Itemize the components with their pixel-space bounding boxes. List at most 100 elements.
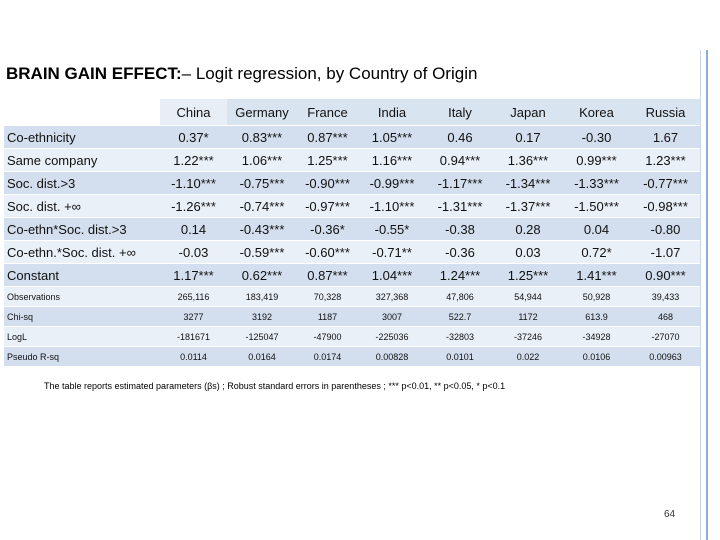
column-header: India — [358, 99, 426, 125]
header-corner — [4, 99, 160, 125]
table-cell: 0.83*** — [227, 126, 297, 148]
table-cell: -0.74*** — [227, 195, 297, 217]
table-cell: 1.22*** — [160, 149, 227, 171]
column-header: Russia — [631, 99, 700, 125]
slide-title-rest: – Logit regression, by Country of Origin — [181, 64, 478, 83]
table-note: The table reports estimated parameters (… — [44, 381, 506, 391]
table-row: Observations 265,116 183,419 70,328 327,368 4… — [4, 287, 700, 306]
table-cell: 327,368 — [358, 287, 426, 306]
row-label: Co-ethn*Soc. dist.>3 — [4, 218, 160, 240]
slide-title: BRAIN GAIN EFFECT:– Logit regression, by… — [6, 64, 477, 84]
table-cell: -181671 — [160, 327, 227, 346]
table-cell: -0.36 — [426, 241, 494, 263]
table-cell: 1.25*** — [297, 149, 358, 171]
column-header: Germany — [227, 99, 297, 125]
table-cell: 0.03 — [494, 241, 562, 263]
table-cell: -0.75*** — [227, 172, 297, 194]
table-cell: 3277 — [160, 307, 227, 326]
table-cell: 0.0174 — [297, 347, 358, 366]
row-label: Soc. dist. +∞ — [4, 195, 160, 217]
table-cell: 0.00828 — [358, 347, 426, 366]
table-cell: 1.04*** — [358, 264, 426, 286]
table-cell: 70,328 — [297, 287, 358, 306]
table-cell: 0.17 — [494, 126, 562, 148]
table-cell: 0.87*** — [297, 126, 358, 148]
table-cell: 1.67 — [631, 126, 700, 148]
table-cell: 1187 — [297, 307, 358, 326]
row-label: Chi-sq — [4, 307, 160, 326]
table-cell: -1.31*** — [426, 195, 494, 217]
slide-border — [706, 50, 708, 540]
table-row: LogL -181671 -125047 -47900 -225036 -32803 -37… — [4, 327, 700, 346]
table-row: Soc. dist. +∞ -1.26*** -0.74*** -0.97*** -1.… — [4, 195, 700, 217]
column-header: France — [297, 99, 358, 125]
table-cell: -1.10*** — [358, 195, 426, 217]
table-cell: 3007 — [358, 307, 426, 326]
table-cell: 265,116 — [160, 287, 227, 306]
table-cell: 0.0164 — [227, 347, 297, 366]
table-cell: 183,419 — [227, 287, 297, 306]
table-cell: -125047 — [227, 327, 297, 346]
table-cell: 0.022 — [494, 347, 562, 366]
table-cell: 0.94*** — [426, 149, 494, 171]
top-band — [0, 0, 720, 52]
table-cell: -0.80 — [631, 218, 700, 240]
row-label: LogL — [4, 327, 160, 346]
table-cell: -0.77*** — [631, 172, 700, 194]
table-row: Co-ethn*Soc. dist.>3 0.14 -0.43*** -0.36* -0… — [4, 218, 700, 240]
table-cell: -32803 — [426, 327, 494, 346]
table-cell: 47,806 — [426, 287, 494, 306]
column-header: Korea — [562, 99, 631, 125]
table-cell: -0.90*** — [297, 172, 358, 194]
table-cell: -225036 — [358, 327, 426, 346]
row-label: Soc. dist.>3 — [4, 172, 160, 194]
regression-table: China Germany France India Italy Japan K… — [4, 98, 700, 367]
table-cell: 0.04 — [562, 218, 631, 240]
table-row: Pseudo R-sq 0.0114 0.0164 0.0174 0.00828 0.01… — [4, 347, 700, 366]
table-cell: 0.0106 — [562, 347, 631, 366]
table-cell: 0.0114 — [160, 347, 227, 366]
table-row: Chi-sq 3277 3192 1187 3007 522.7 1172 613.9 468 — [4, 307, 700, 326]
table-cell: 0.90*** — [631, 264, 700, 286]
table-cell: 50,928 — [562, 287, 631, 306]
table-row: Constant 1.17*** 0.62*** 0.87*** 1.04*** 1.24… — [4, 264, 700, 286]
table-cell: -0.36* — [297, 218, 358, 240]
table-cell: -0.99*** — [358, 172, 426, 194]
table-cell: -0.59*** — [227, 241, 297, 263]
row-label: Pseudo R-sq — [4, 347, 160, 366]
table-cell: 0.37* — [160, 126, 227, 148]
table-cell: 613.9 — [562, 307, 631, 326]
table-cell: 0.72* — [562, 241, 631, 263]
page-number: 64 — [664, 509, 676, 520]
column-header: China — [160, 99, 227, 125]
row-label: Observations — [4, 287, 160, 306]
table-cell: -1.33*** — [562, 172, 631, 194]
table-cell: -1.34*** — [494, 172, 562, 194]
table-cell: 39,433 — [631, 287, 700, 306]
table-cell: -1.50*** — [562, 195, 631, 217]
table-cell: 0.87*** — [297, 264, 358, 286]
table-cell: 1.06*** — [227, 149, 297, 171]
table-cell: 1.16*** — [358, 149, 426, 171]
table-cell: 1.36*** — [494, 149, 562, 171]
table-cell: -34928 — [562, 327, 631, 346]
table-cell: 0.00963 — [631, 347, 700, 366]
table-cell: 3192 — [227, 307, 297, 326]
slide-border-inner — [700, 50, 701, 540]
table-cell: 0.46 — [426, 126, 494, 148]
table-cell: -0.97*** — [297, 195, 358, 217]
table-cell: -27070 — [631, 327, 700, 346]
table-cell: -0.30 — [562, 126, 631, 148]
row-label: Same company — [4, 149, 160, 171]
column-header: Japan — [494, 99, 562, 125]
table-cell: 0.0101 — [426, 347, 494, 366]
table-cell: -0.98*** — [631, 195, 700, 217]
table-cell: 1.24*** — [426, 264, 494, 286]
table-cell: 0.99*** — [562, 149, 631, 171]
table-cell: -1.37*** — [494, 195, 562, 217]
table-cell: 0.14 — [160, 218, 227, 240]
table-cell: 54,944 — [494, 287, 562, 306]
table-cell: -0.38 — [426, 218, 494, 240]
table-cell: -1.10*** — [160, 172, 227, 194]
table-cell: -1.17*** — [426, 172, 494, 194]
